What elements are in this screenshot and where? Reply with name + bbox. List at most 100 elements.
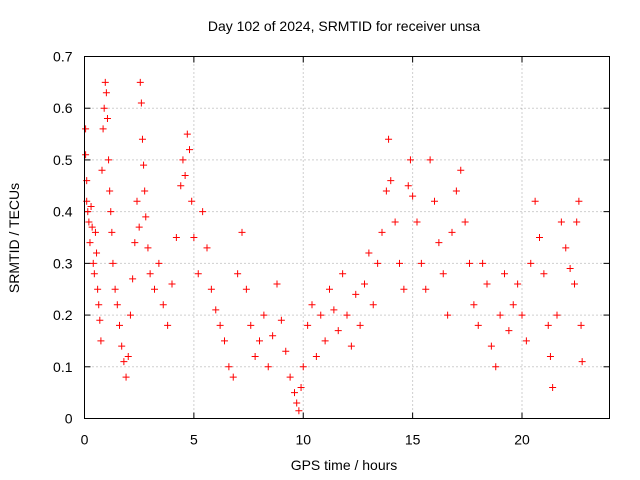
data-point xyxy=(103,115,111,123)
data-point xyxy=(466,259,473,267)
data-point xyxy=(339,270,347,278)
data-point xyxy=(549,383,557,391)
data-point xyxy=(293,399,301,407)
data-point xyxy=(295,407,303,415)
data-point xyxy=(131,239,139,247)
data-point xyxy=(122,373,130,381)
data-point xyxy=(225,363,233,371)
data-point xyxy=(361,280,368,288)
data-point xyxy=(126,311,134,319)
data-point xyxy=(330,306,338,314)
data-point xyxy=(260,311,268,319)
data-point xyxy=(177,182,185,190)
data-point xyxy=(391,218,399,226)
data-point xyxy=(479,259,487,267)
data-point xyxy=(94,285,102,293)
data-point xyxy=(297,383,305,391)
data-point xyxy=(312,352,320,360)
data-point xyxy=(544,321,552,329)
y-axis-title: SRMTID / TECUs xyxy=(6,183,22,293)
data-point xyxy=(356,321,364,329)
data-point xyxy=(84,208,92,216)
data-point xyxy=(141,187,149,195)
data-point xyxy=(87,202,95,210)
data-point xyxy=(251,352,259,360)
data-point xyxy=(82,151,90,159)
data-point xyxy=(109,259,117,267)
chart-title: Day 102 of 2024, SRMTID for receiver uns… xyxy=(208,18,481,34)
data-point xyxy=(546,352,554,360)
data-point xyxy=(164,321,172,329)
data-point xyxy=(365,249,373,257)
data-point xyxy=(256,337,263,345)
data-point xyxy=(573,218,581,226)
y-tick-label: 0.1 xyxy=(53,359,73,375)
data-points xyxy=(82,78,586,415)
data-point xyxy=(179,156,187,164)
data-point xyxy=(457,166,465,174)
data-point xyxy=(536,234,543,241)
data-point xyxy=(199,208,207,216)
data-point xyxy=(106,187,114,195)
data-point xyxy=(107,208,115,216)
data-point xyxy=(483,280,491,288)
data-point xyxy=(190,234,198,241)
data-point xyxy=(385,135,393,143)
data-point xyxy=(404,182,412,190)
data-point xyxy=(439,270,447,278)
y-tick-label: 0.5 xyxy=(53,152,73,168)
data-point xyxy=(422,285,430,293)
data-point xyxy=(400,285,408,293)
data-point xyxy=(86,239,94,247)
data-point xyxy=(96,316,104,324)
grid-lines xyxy=(84,56,610,419)
data-point xyxy=(577,321,585,329)
data-point xyxy=(116,321,123,329)
data-point xyxy=(136,78,144,86)
data-point xyxy=(238,228,246,236)
data-point xyxy=(413,218,421,226)
data-point xyxy=(501,270,508,278)
data-point xyxy=(343,311,351,319)
data-point xyxy=(181,171,189,179)
data-point xyxy=(168,280,176,288)
data-point xyxy=(183,130,191,138)
data-point xyxy=(146,270,154,278)
data-point xyxy=(97,337,105,345)
data-point xyxy=(470,301,478,309)
data-point xyxy=(406,156,414,164)
x-tick-label: 0 xyxy=(81,432,89,448)
data-point xyxy=(203,244,211,252)
data-point xyxy=(144,244,152,252)
data-point xyxy=(82,125,90,133)
data-point xyxy=(135,223,143,231)
data-point xyxy=(120,358,128,366)
data-point xyxy=(557,218,565,226)
data-point xyxy=(102,89,110,97)
y-tick-label: 0.3 xyxy=(53,255,73,271)
data-point xyxy=(540,270,548,278)
data-point xyxy=(85,218,93,226)
data-point xyxy=(124,352,132,360)
data-point xyxy=(247,321,255,329)
data-point xyxy=(142,213,150,221)
x-tick-label: 5 xyxy=(190,432,198,448)
data-point xyxy=(118,342,126,350)
data-point xyxy=(553,311,561,319)
data-point xyxy=(566,265,574,273)
data-point xyxy=(172,234,180,241)
data-point xyxy=(93,249,101,257)
data-point xyxy=(273,280,281,288)
data-point xyxy=(575,197,583,205)
data-point xyxy=(264,363,272,371)
data-point xyxy=(578,358,586,366)
data-point xyxy=(527,259,535,267)
y-tick-label: 0.6 xyxy=(53,100,73,116)
axis-ticks: 0 0.1 0.2 0.3 0.4 0.5 0.6 0.7 0 5 10 15 20 xyxy=(53,49,610,448)
data-point xyxy=(88,223,96,231)
data-point xyxy=(91,228,99,236)
data-point xyxy=(409,192,417,200)
x-tick-label: 15 xyxy=(405,432,421,448)
data-point xyxy=(100,104,108,112)
data-point xyxy=(326,285,333,293)
